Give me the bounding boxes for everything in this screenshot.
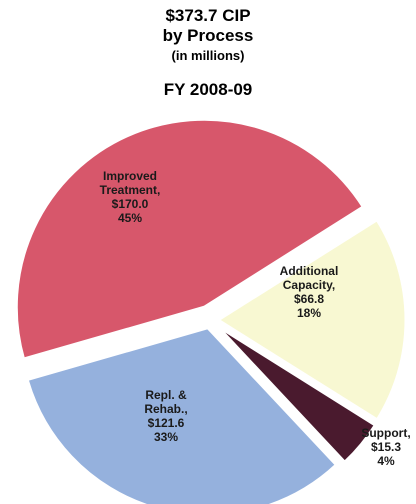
title-units: (in millions) xyxy=(171,48,245,63)
slice-additional-capacity xyxy=(215,217,408,423)
title-amount: $373.7 CIP xyxy=(165,6,251,25)
label-repl-rehab-line-1: Repl. & xyxy=(145,388,187,402)
label-improved-treatment-line-4: 45% xyxy=(118,211,142,225)
title-by-process: by Process xyxy=(162,26,254,45)
label-repl-rehab: Repl. & Rehab., $121.6 33% xyxy=(144,388,187,444)
label-additional-capacity: Additional Capacity, $66.8 18% xyxy=(280,264,339,320)
label-improved-treatment: Improved Treatment, $170.0 45% xyxy=(100,169,161,225)
slice-repl-rehab xyxy=(25,326,339,504)
slice-improved-treatment xyxy=(14,117,366,361)
label-improved-treatment-line-1: Improved xyxy=(103,169,157,183)
label-repl-rehab-line-4: 33% xyxy=(154,430,178,444)
label-additional-capacity-line-4: 18% xyxy=(297,306,321,320)
label-additional-capacity-line-3: $66.8 xyxy=(294,292,324,306)
label-support: Support, $15.3 4% xyxy=(361,426,410,468)
label-support-line-2: $15.3 xyxy=(371,440,401,454)
label-repl-rehab-line-3: $121.6 xyxy=(148,416,185,430)
label-improved-treatment-line-3: $170.0 xyxy=(112,197,149,211)
label-improved-treatment-line-2: Treatment, xyxy=(100,183,161,197)
label-additional-capacity-line-2: Capacity, xyxy=(283,278,335,292)
slice-support xyxy=(215,323,378,465)
label-repl-rehab-line-2: Rehab., xyxy=(144,402,187,416)
label-support-line-3: 4% xyxy=(377,454,395,468)
title-fiscal-year: FY 2008-09 xyxy=(163,80,253,99)
label-support-line-1: Support, xyxy=(361,426,410,440)
label-additional-capacity-line-1: Additional xyxy=(280,264,339,278)
